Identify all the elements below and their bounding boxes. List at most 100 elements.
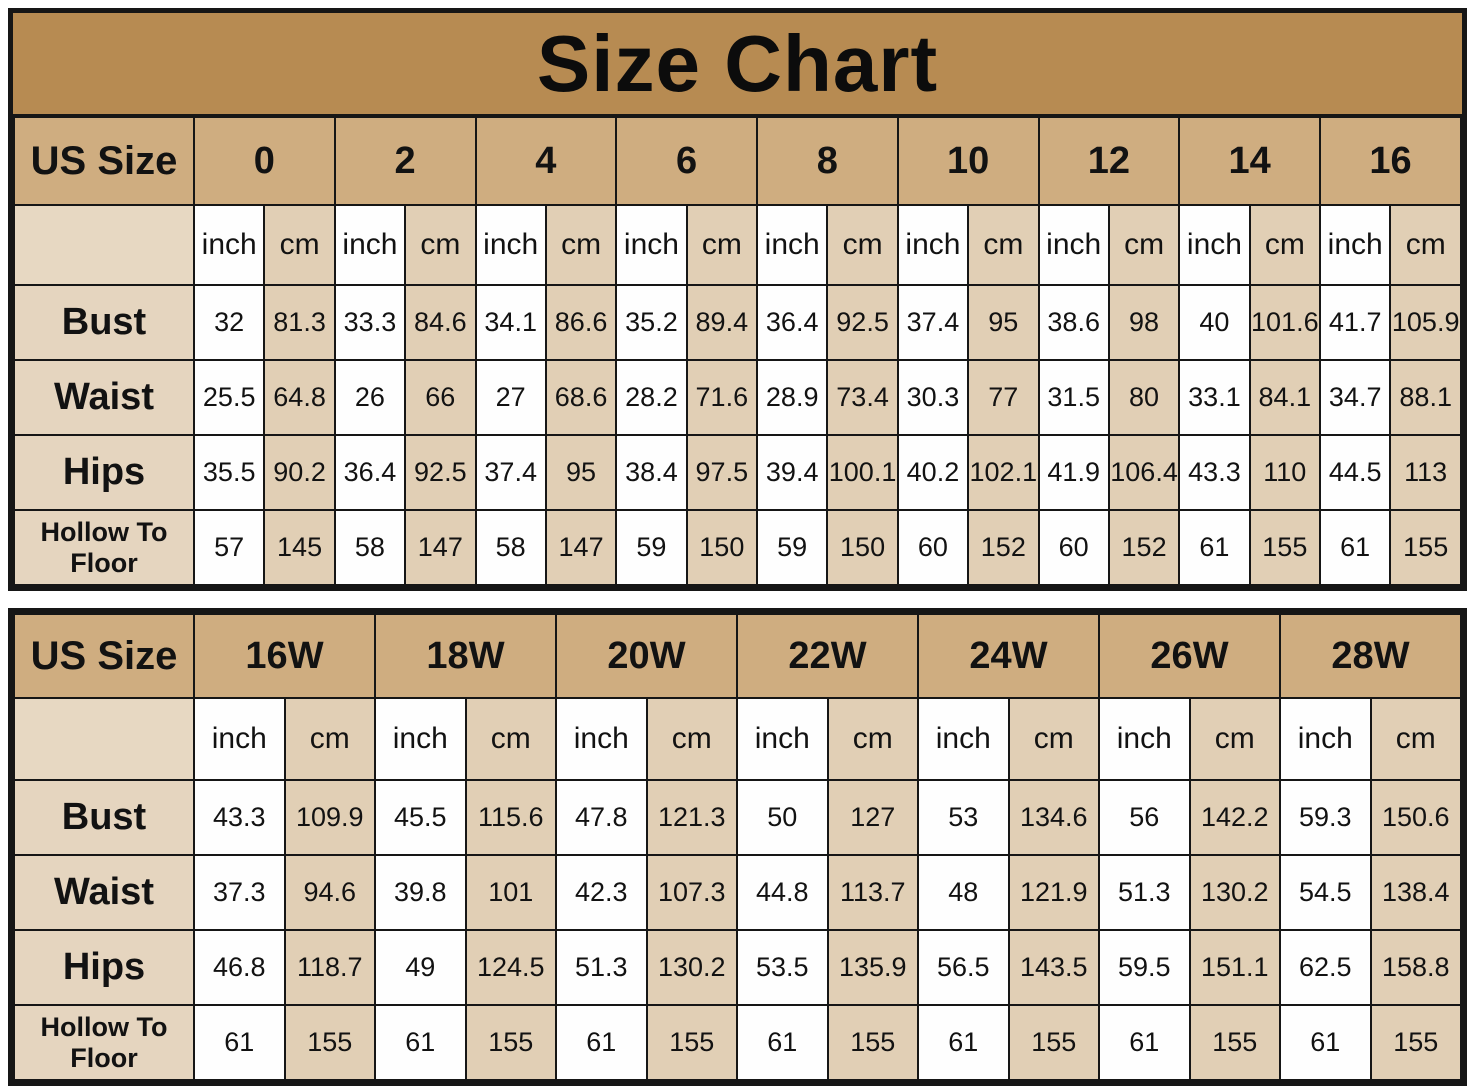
value-cell: 36.4 [755, 284, 829, 361]
unit-cm-label: cm [1007, 697, 1100, 781]
value-cell: 37.3 [193, 854, 286, 931]
value-cell: 38.4 [615, 434, 688, 511]
value-cell: 33.1 [1178, 359, 1251, 436]
unit-cm-label: cm [826, 697, 919, 781]
unit-inch-label: inch [1037, 204, 1110, 286]
value-cell: 40 [1178, 284, 1251, 361]
unit-inch-label: inch [333, 204, 407, 286]
value-cell: 28.2 [615, 359, 688, 436]
value-cell: 34.7 [1318, 359, 1392, 436]
value-cell: 60 [896, 509, 970, 586]
value-cell: 151.1 [1188, 929, 1281, 1006]
unit-inch-label: inch [615, 204, 688, 286]
measurement-label: Waist [13, 359, 195, 436]
value-cell: 98 [1107, 284, 1181, 361]
unit-inch-label: inch [192, 204, 266, 286]
unit-inch-label: inch [736, 697, 829, 781]
value-cell: 39.4 [755, 434, 829, 511]
unit-cm-label: cm [1107, 204, 1181, 286]
unit-cm-label: cm [464, 697, 557, 781]
value-cell: 84.1 [1248, 359, 1322, 436]
unit-inch-label: inch [555, 697, 648, 781]
value-cell: 143.5 [1007, 929, 1100, 1006]
value-cell: 115.6 [464, 779, 557, 856]
value-cell: 61 [555, 1004, 648, 1081]
value-cell: 92.5 [404, 434, 477, 511]
value-cell: 28.9 [755, 359, 829, 436]
measurement-label: Hips [13, 434, 195, 511]
units-row: inch cm inch cm inch cm inch cm inch cm inch cm inch… [13, 204, 1462, 286]
value-cell: 47.8 [555, 779, 648, 856]
measurement-label: Hips [13, 929, 195, 1006]
value-cell: 155 [1248, 509, 1322, 586]
value-cell: 61 [917, 1004, 1010, 1081]
value-cell: 113.7 [826, 854, 919, 931]
value-cell: 150 [685, 509, 759, 586]
size-header-22W: 22W [736, 613, 919, 699]
value-cell: 61 [1318, 509, 1392, 586]
chart-title: Size Chart [13, 13, 1462, 116]
value-cell: 41.7 [1318, 284, 1392, 361]
size-header-20W: 20W [555, 613, 738, 699]
us-size-header: US Size [13, 613, 195, 699]
value-cell: 89.4 [685, 284, 759, 361]
value-cell: 45.5 [374, 779, 467, 856]
measurement-row: Bust 32 81.3 33.3 84.6 34.1 86.6 35.2 89.4 36.4 92… [13, 284, 1462, 361]
value-cell: 80 [1107, 359, 1181, 436]
value-cell: 59 [615, 509, 688, 586]
value-cell: 94.6 [283, 854, 376, 931]
unit-cm-label: cm [404, 204, 477, 286]
value-cell: 130.2 [1188, 854, 1281, 931]
value-cell: 155 [1369, 1004, 1462, 1081]
us-size-header: US Size [13, 116, 195, 206]
value-cell: 35.5 [192, 434, 266, 511]
value-cell: 34.1 [474, 284, 547, 361]
unit-inch-label: inch [755, 204, 829, 286]
value-cell: 113 [1389, 434, 1462, 511]
value-cell: 86.6 [544, 284, 618, 361]
value-cell: 61 [736, 1004, 829, 1081]
value-cell: 62.5 [1279, 929, 1372, 1006]
value-cell: 39.8 [374, 854, 467, 931]
unit-inch-label: inch [1279, 697, 1372, 781]
value-cell: 54.5 [1279, 854, 1372, 931]
unit-cm-label: cm [645, 697, 738, 781]
value-cell: 59 [755, 509, 829, 586]
value-cell: 35.2 [615, 284, 688, 361]
value-cell: 27 [474, 359, 547, 436]
measurement-label: Hollow To Floor [13, 1004, 195, 1081]
unit-inch-label: inch [917, 697, 1010, 781]
value-cell: 51.3 [555, 929, 648, 1006]
unit-cm-label: cm [544, 204, 618, 286]
unit-inch-label: inch [374, 697, 467, 781]
measurement-row: Waist 25.5 64.8 26 66 27 68.6 28.2 71.6 28.9 73.4 3… [13, 359, 1462, 436]
value-cell: 101 [464, 854, 557, 931]
size-header-8: 8 [756, 116, 899, 206]
value-cell: 95 [544, 434, 618, 511]
unit-inch-label: inch [474, 204, 547, 286]
value-cell: 71.6 [685, 359, 759, 436]
value-cell: 118.7 [283, 929, 376, 1006]
value-cell: 44.8 [736, 854, 829, 931]
value-cell: 155 [1188, 1004, 1281, 1081]
value-cell: 56.5 [917, 929, 1010, 1006]
value-cell: 61 [193, 1004, 286, 1081]
value-cell: 56 [1098, 779, 1191, 856]
value-cell: 53.5 [736, 929, 829, 1006]
value-cell: 88.1 [1389, 359, 1462, 436]
value-cell: 90.2 [263, 434, 336, 511]
value-cell: 30.3 [896, 359, 970, 436]
value-cell: 155 [1007, 1004, 1100, 1081]
size-header-6: 6 [615, 116, 758, 206]
value-cell: 36.4 [333, 434, 407, 511]
value-cell: 155 [283, 1004, 376, 1081]
value-cell: 61 [374, 1004, 467, 1081]
size-header-12: 12 [1037, 116, 1181, 206]
value-cell: 92.5 [826, 284, 899, 361]
value-cell: 48 [917, 854, 1010, 931]
size-header-4: 4 [474, 116, 618, 206]
value-cell: 155 [464, 1004, 557, 1081]
size-header-2: 2 [333, 116, 477, 206]
measurement-label: Bust [13, 284, 195, 361]
